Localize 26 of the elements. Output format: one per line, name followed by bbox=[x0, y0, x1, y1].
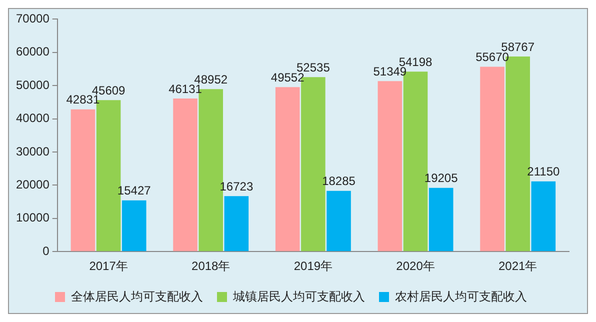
y-tick-label: 10000 bbox=[16, 210, 50, 225]
bar bbox=[122, 200, 146, 252]
y-tick-label: 40000 bbox=[16, 111, 50, 126]
bar bbox=[428, 188, 454, 252]
y-tick-label: 20000 bbox=[16, 178, 50, 192]
y-tick-label: 0 bbox=[42, 244, 50, 258]
bar bbox=[275, 87, 300, 252]
x-tick-label: 2021年 bbox=[498, 259, 538, 274]
bar bbox=[173, 98, 198, 252]
bar bbox=[70, 109, 96, 252]
y-tick-label: 60000 bbox=[16, 44, 50, 59]
x-tick-label: 2020年 bbox=[396, 259, 435, 274]
bar bbox=[480, 66, 504, 252]
bar bbox=[531, 181, 556, 252]
legend-label: 农村居民人均可支配收入 bbox=[395, 289, 527, 304]
y-tick-label: 70000 bbox=[16, 12, 50, 26]
x-tick-label: 2017年 bbox=[89, 259, 128, 274]
bar bbox=[378, 81, 402, 252]
y-tick-label: 30000 bbox=[16, 144, 50, 158]
bar bbox=[326, 190, 351, 252]
y-tick-label: 50000 bbox=[16, 78, 50, 92]
x-tick-label: 2019年 bbox=[294, 259, 333, 274]
legend-label: 城镇居民人均可支配收入 bbox=[232, 289, 365, 304]
x-tick-label: 2018年 bbox=[192, 259, 230, 274]
legend-label: 全体居民人均可支配收入 bbox=[71, 289, 203, 304]
bar bbox=[224, 196, 249, 252]
